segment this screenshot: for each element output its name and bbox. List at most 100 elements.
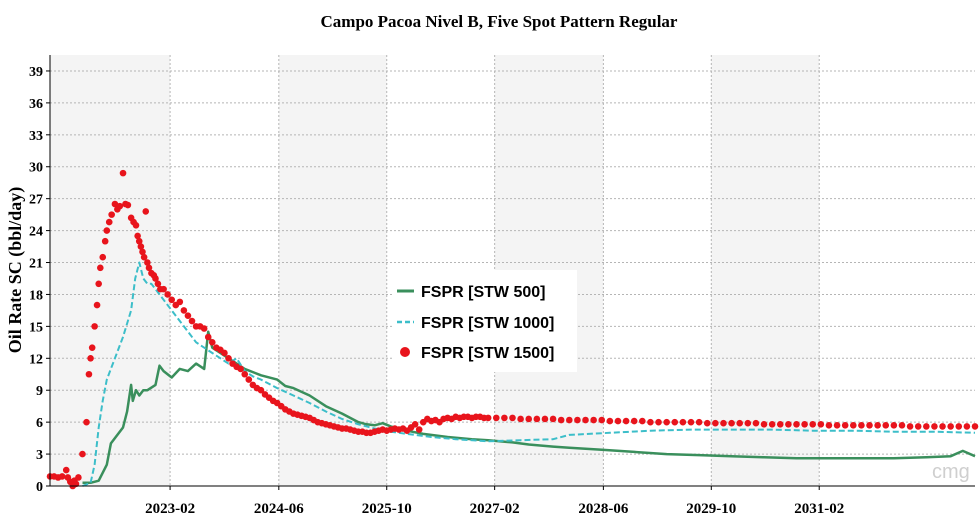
data-point [679, 418, 687, 426]
legend-label-stw1000: FSPR [STW 1000] [421, 315, 554, 332]
data-point [825, 422, 833, 429]
data-point [630, 417, 638, 425]
series-layer [46, 169, 979, 490]
plot-band [711, 55, 820, 486]
data-point [139, 248, 146, 256]
data-point [703, 419, 711, 427]
data-point [598, 416, 606, 424]
data-point [79, 450, 86, 458]
data-point [931, 423, 938, 430]
data-point [557, 416, 565, 424]
data-point [119, 169, 127, 177]
data-point [574, 416, 581, 424]
chart-title: Campo Pacoa Nivel B, Five Spot Pattern R… [321, 12, 678, 31]
data-point [947, 423, 954, 430]
legend-box [393, 270, 577, 372]
data-point [720, 419, 727, 427]
y-tick-label: 36 [29, 97, 43, 112]
data-point [768, 420, 776, 428]
series-line [82, 261, 976, 487]
series-line [82, 330, 976, 485]
data-point [614, 417, 622, 425]
data-point [736, 419, 743, 427]
data-point [200, 325, 208, 332]
data-point [188, 317, 196, 325]
data-point [890, 422, 898, 429]
data-point [923, 423, 930, 430]
data-point [849, 422, 857, 429]
data-point [145, 264, 153, 272]
data-point [728, 419, 735, 427]
data-point [164, 291, 171, 298]
data-point [833, 422, 841, 429]
data-point [152, 275, 159, 282]
data-point [971, 423, 979, 430]
data-point [134, 232, 141, 240]
data-point [225, 354, 232, 362]
data-point [103, 227, 111, 234]
data-point [93, 301, 101, 309]
data-point [83, 418, 90, 426]
data-point [208, 339, 216, 346]
plot-band [819, 55, 975, 486]
y-tick-label: 0 [36, 480, 43, 495]
data-point [565, 416, 573, 424]
x-tick-label: 2024-06 [254, 501, 304, 517]
y-tick-label: 6 [36, 416, 43, 431]
y-tick-label: 18 [29, 288, 43, 303]
data-point [647, 418, 654, 426]
data-point [204, 333, 212, 341]
data-point [671, 418, 679, 426]
data-point [801, 420, 808, 428]
data-point [866, 422, 873, 429]
data-point [712, 419, 719, 427]
data-point [606, 417, 614, 425]
series-1 [82, 330, 976, 485]
data-point [639, 417, 646, 425]
data-point [160, 285, 167, 293]
data-point [144, 259, 151, 266]
data-point [841, 422, 849, 429]
data-point [415, 426, 423, 433]
data-point [184, 312, 192, 320]
data-point [858, 422, 865, 429]
data-point [137, 243, 145, 250]
data-point [176, 298, 184, 306]
data-point [809, 420, 817, 428]
data-point [760, 420, 768, 428]
y-tick-label: 9 [36, 384, 43, 399]
data-point [817, 420, 825, 428]
data-point [752, 419, 760, 427]
data-point [88, 344, 96, 351]
legend: FSPR [STW 500] FSPR [STW 1000] FSPR [STW… [393, 270, 577, 372]
data-point [108, 211, 115, 218]
plot-band [278, 55, 387, 486]
data-point [180, 307, 188, 314]
plot-band [603, 55, 712, 486]
data-point [785, 420, 792, 428]
cmg-watermark: cmg [932, 461, 970, 483]
data-point [101, 237, 109, 245]
x-tick-label: 2027-02 [470, 501, 520, 517]
data-point [237, 365, 244, 373]
data-point [549, 415, 557, 423]
y-axis-label: Oil Rate SC (bbl/day) [5, 187, 26, 354]
data-point [492, 414, 500, 422]
series-2 [82, 261, 976, 487]
data-point [582, 416, 589, 424]
data-point [793, 420, 800, 428]
y-tick-label: 27 [29, 193, 43, 208]
data-point [517, 415, 524, 423]
data-point [85, 370, 93, 378]
data-point [509, 414, 516, 422]
y-tick-label: 39 [29, 65, 43, 80]
plot-band [170, 55, 279, 486]
data-point [898, 422, 906, 429]
data-point [97, 264, 104, 272]
data-point [62, 466, 70, 474]
data-point [541, 415, 549, 423]
y-tick-label: 3 [36, 448, 43, 463]
data-point [58, 473, 66, 480]
data-point [168, 296, 176, 304]
